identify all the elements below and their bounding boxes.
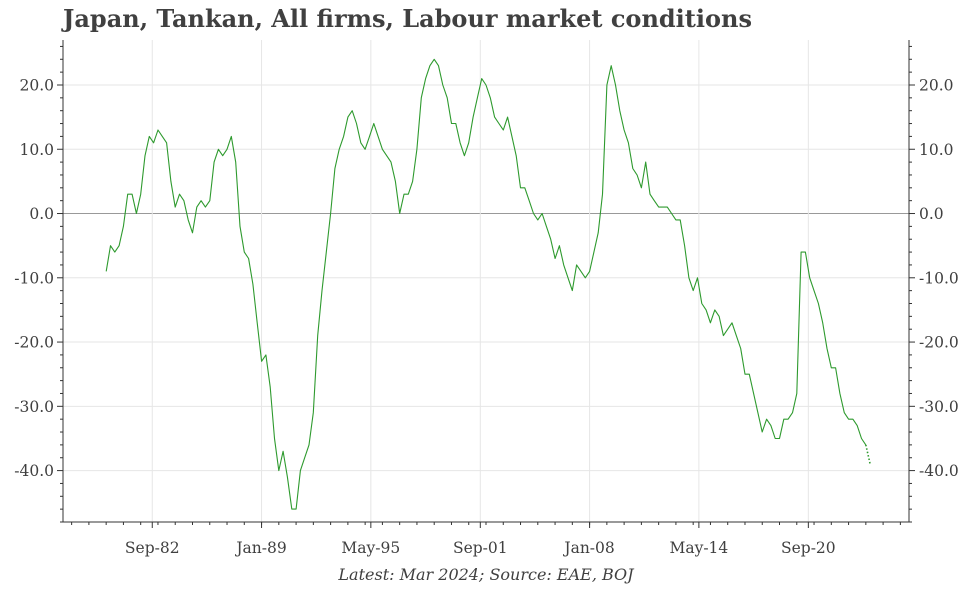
- y-tick-label-left: 10.0: [19, 141, 54, 159]
- y-axis-right: -40.0 -30.0 -20.0 -10.0 0.0 10.0 20.0: [909, 45, 959, 523]
- x-tick-label: Sep-01: [453, 539, 508, 557]
- x-tick-label: Sep-82: [125, 539, 180, 557]
- y-axis-left: -40.0 -30.0 -20.0 -10.0 0.0 10.0 20.0: [14, 45, 63, 523]
- y-tick-label-right: 20.0: [919, 76, 954, 94]
- y-tick-label-left: 0.0: [29, 205, 54, 223]
- x-tick-label: May-95: [341, 539, 400, 557]
- plot-frame: [62, 40, 910, 523]
- x-tick-label: Jan-08: [562, 539, 614, 557]
- gridlines: [63, 40, 909, 522]
- x-tick-label: May-14: [669, 539, 728, 557]
- x-tick-label: Jan-89: [234, 539, 286, 557]
- x-axis: Sep-82 Jan-89 May-95 Sep-01 Jan-08 May-14 Sep-…: [71, 522, 901, 557]
- y-tick-label-left: -30.0: [14, 398, 54, 416]
- chart-title: Japan, Tankan, All firms, Labour market …: [63, 4, 752, 33]
- y-tick-label-right: -20.0: [919, 334, 959, 352]
- y-tick-label-right: -30.0: [919, 398, 959, 416]
- y-tick-label-right: 0.0: [919, 205, 944, 223]
- series-latest-segment: [865, 444, 871, 465]
- y-tick-label-right: -10.0: [919, 269, 959, 287]
- y-tick-label-left: -10.0: [14, 269, 54, 287]
- series-line: [105, 58, 867, 510]
- series-group: [105, 58, 871, 510]
- y-tick-label-left: -40.0: [14, 462, 54, 480]
- x-tick-label: Sep-20: [781, 539, 836, 557]
- y-tick-label-right: -40.0: [919, 462, 959, 480]
- y-tick-label-left: -20.0: [14, 334, 54, 352]
- y-tick-label-left: 20.0: [19, 76, 54, 94]
- source-footnote: Latest: Mar 2024; Source: EAE, BOJ: [338, 565, 634, 584]
- y-tick-label-right: 10.0: [919, 141, 954, 159]
